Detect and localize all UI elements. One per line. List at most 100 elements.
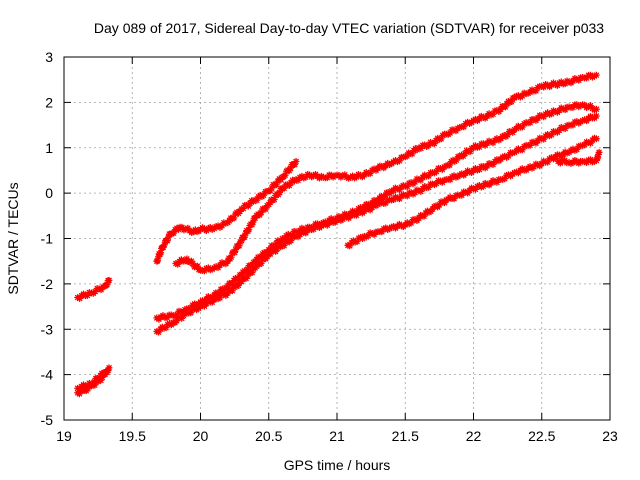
data-point (386, 190, 394, 197)
data-point (370, 196, 378, 204)
data-point (84, 292, 91, 299)
data-point (440, 163, 448, 171)
data-point (339, 172, 347, 179)
series-track-c (74, 368, 109, 393)
data-point (399, 191, 407, 198)
data-point (170, 229, 178, 237)
data-point (238, 278, 245, 286)
data-point (235, 281, 242, 289)
data-point (176, 314, 184, 322)
data-point (394, 185, 401, 193)
data-point (267, 250, 274, 258)
data-point (172, 260, 180, 267)
data-point (463, 147, 471, 155)
data-point (587, 139, 594, 147)
data-point (380, 225, 388, 233)
y-tick-label: 2 (45, 94, 53, 110)
data-point (454, 124, 462, 132)
data-point (592, 157, 600, 164)
data-point (499, 153, 507, 161)
data-point (173, 310, 181, 318)
data-point (497, 105, 505, 113)
data-point (231, 249, 239, 256)
data-point (453, 156, 460, 164)
data-point (366, 229, 374, 237)
data-point (526, 119, 534, 127)
data-point (227, 253, 235, 261)
data-point (461, 150, 469, 158)
data-point (262, 205, 270, 213)
x-axis-title: GPS time / hours (284, 457, 391, 473)
data-point (187, 309, 195, 317)
data-point (571, 147, 579, 154)
x-tick-label: 21.5 (392, 428, 419, 444)
data-point (396, 157, 403, 165)
data-point (382, 199, 390, 207)
data-point (224, 289, 232, 297)
data-point (343, 173, 351, 181)
data-point (403, 152, 411, 160)
data-point (214, 295, 222, 303)
data-point (157, 249, 165, 257)
x-tick-label: 22.5 (528, 428, 555, 444)
data-point (304, 170, 312, 178)
data-point (353, 238, 361, 245)
data-point (260, 191, 268, 199)
data-point (511, 169, 518, 177)
data-point (165, 233, 172, 241)
data-point (567, 160, 575, 167)
data-point (563, 149, 571, 157)
data-point (204, 297, 212, 305)
data-point (244, 202, 252, 210)
data-point (291, 161, 299, 168)
data-point (163, 237, 171, 245)
data-point (90, 378, 98, 386)
data-point (491, 178, 499, 186)
data-point (246, 199, 254, 207)
data-point (411, 178, 419, 186)
data-point (319, 221, 327, 229)
data-point (405, 179, 413, 187)
data-point (386, 161, 394, 169)
data-point (489, 161, 497, 168)
data-point (239, 205, 247, 213)
data-point (366, 170, 374, 177)
data-point (450, 195, 458, 203)
data-point (370, 201, 378, 209)
chart-title: Day 089 of 2017, Sidereal Day-to-day VTE… (94, 20, 604, 36)
data-point (548, 110, 555, 118)
y-tick-label: -2 (41, 276, 54, 292)
data-point (557, 104, 565, 112)
data-point (228, 280, 236, 288)
data-point (413, 186, 421, 194)
data-point (559, 105, 567, 113)
data-point (280, 242, 288, 250)
data-point (238, 237, 245, 245)
data-point (206, 266, 214, 274)
data-point (162, 324, 170, 332)
data-point (189, 260, 197, 268)
data-point (292, 228, 300, 236)
data-point (188, 229, 196, 236)
data-point (105, 276, 113, 284)
data-markers (74, 71, 603, 398)
data-point (280, 184, 288, 192)
data-point (397, 222, 405, 230)
data-point (501, 175, 509, 183)
data-point (99, 283, 107, 291)
data-point (248, 221, 256, 229)
data-point (277, 176, 285, 184)
data-point (97, 372, 104, 380)
data-point (581, 158, 589, 166)
data-point (285, 167, 293, 175)
data-point (378, 228, 386, 236)
data-point (188, 257, 195, 265)
data-point (592, 105, 600, 113)
data-point (249, 218, 257, 226)
data-point (353, 211, 360, 219)
data-point (518, 123, 526, 131)
data-point (487, 160, 495, 168)
data-point (485, 137, 493, 145)
